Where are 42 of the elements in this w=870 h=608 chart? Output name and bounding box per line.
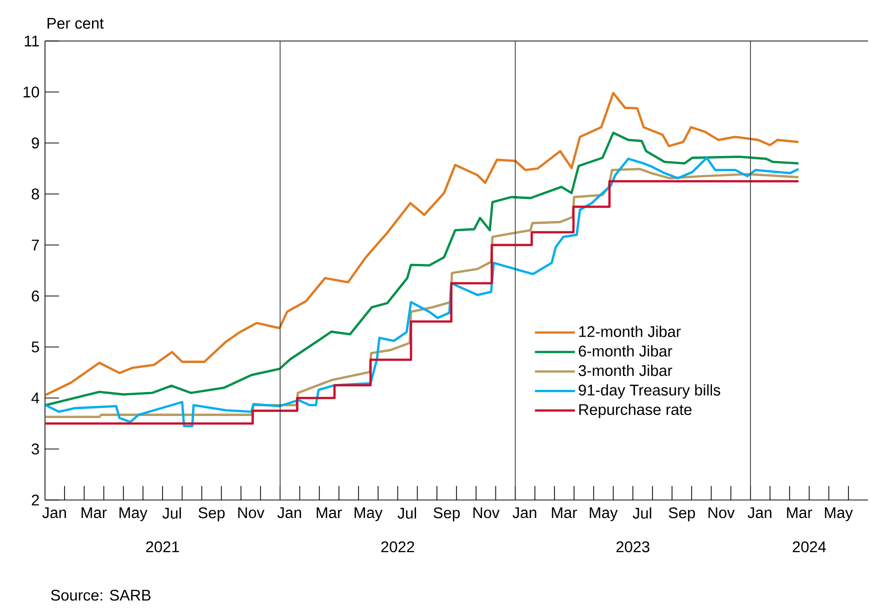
x-tick-label: Jan — [42, 507, 66, 518]
y-tick-label: 9 — [32, 138, 39, 148]
x-tick-label: Mar — [787, 507, 812, 518]
legend-label: 91-day Treasury bills — [578, 384, 720, 399]
y-tick-label: 10 — [24, 86, 40, 98]
x-tick-label: Jul — [398, 507, 416, 519]
x-tick-label: Nov — [473, 507, 500, 518]
x-tick-label: Jul — [632, 507, 652, 519]
y-tick-label: 6 — [32, 290, 39, 302]
x-tick-label: Jan — [277, 507, 302, 518]
x-tick-label: Jan — [512, 507, 536, 518]
text: 2022 — [381, 541, 414, 552]
y-tick-label: 3 — [32, 444, 39, 454]
x-tick-label: May — [354, 507, 383, 522]
legend-label: 6-month Jibar — [578, 345, 672, 357]
y-tick-label: 7 — [32, 240, 39, 250]
text: 2021 — [146, 541, 179, 552]
y-axis-title: Per cent — [48, 18, 104, 29]
y-tick-label: 4 — [31, 392, 40, 404]
y-tick-label: 8 — [32, 188, 39, 200]
y-tick-label: 5 — [32, 342, 40, 352]
x-tick-label: May — [824, 507, 853, 522]
x-tick-label: Mar — [316, 507, 342, 518]
x-tick-label: Sep — [198, 507, 225, 522]
text: 2024 — [792, 541, 826, 552]
source-note: Source: SARB — [51, 590, 151, 601]
x-tick-label: May — [120, 507, 148, 522]
x-tick-label: Mar — [552, 507, 578, 518]
legend-label: 12-month Jibar — [579, 326, 681, 338]
x-tick-label: May — [590, 507, 618, 522]
legend-label: Repurchase rate — [579, 404, 692, 418]
x-tick-label: Jul — [162, 507, 181, 519]
y-tick-label: 2 — [32, 494, 39, 506]
x-tick-label: Nov — [238, 507, 264, 518]
x-tick-label: Mar — [82, 507, 107, 518]
x-tick-label: Sep — [668, 507, 695, 522]
legend-label: 3-month Jibar — [578, 364, 672, 376]
x-tick-label: Nov — [708, 507, 735, 518]
x-tick-label: Jan — [748, 507, 772, 518]
text: 2023 — [616, 541, 650, 552]
x-tick-label: Sep — [434, 507, 460, 522]
y-tick-label: 11 — [24, 36, 39, 46]
